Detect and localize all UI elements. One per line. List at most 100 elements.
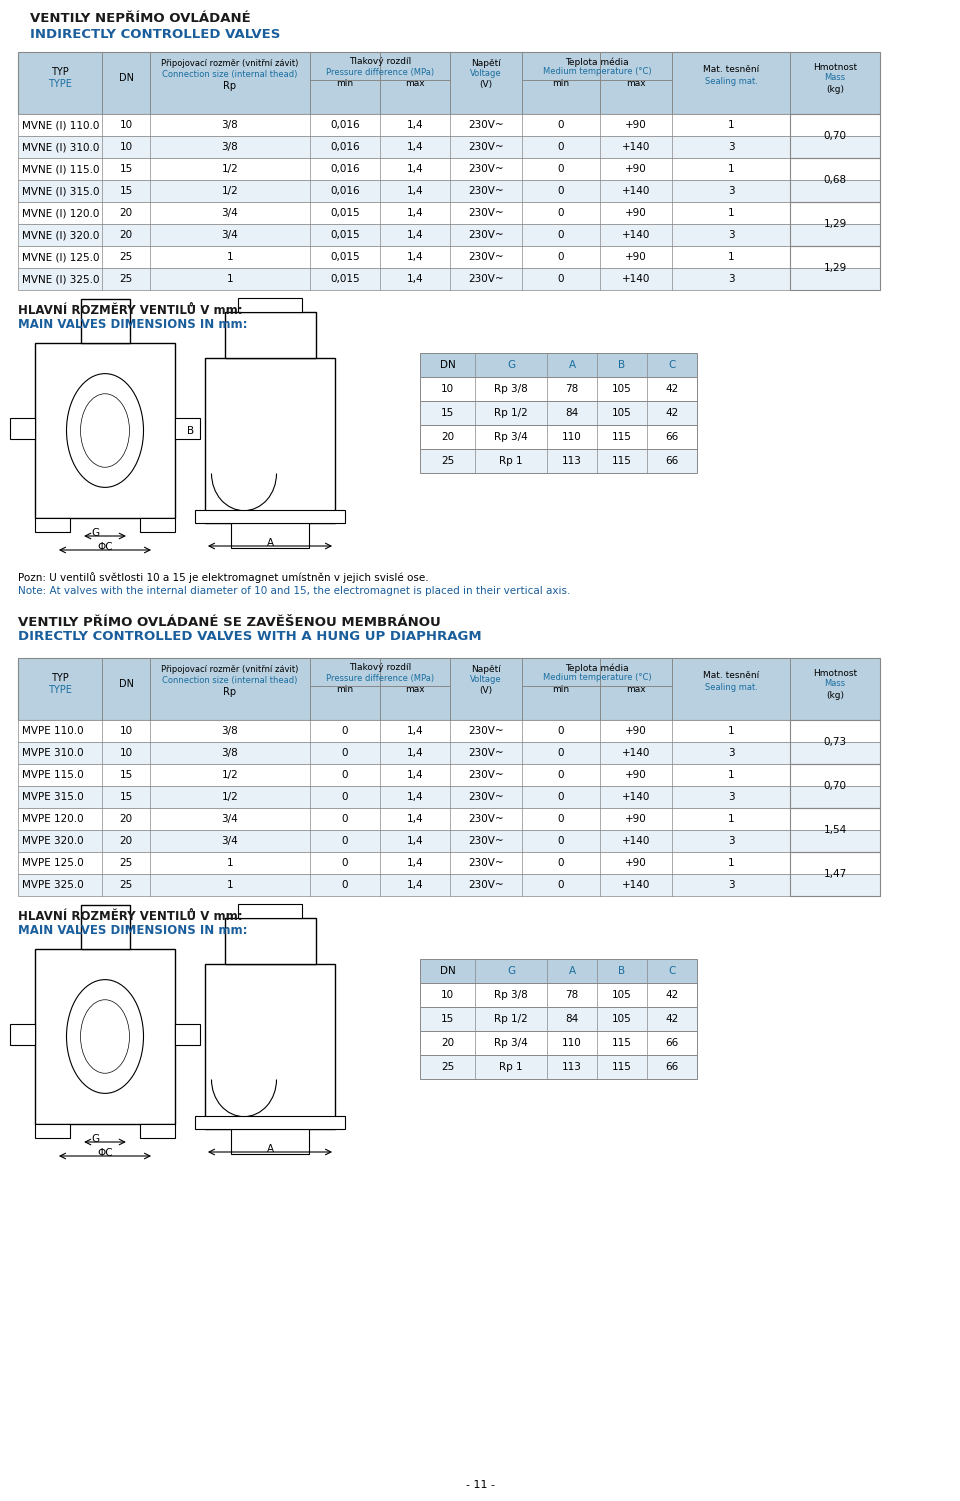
Text: 0,70: 0,70 xyxy=(824,131,847,141)
Text: min: min xyxy=(336,80,353,89)
Text: 0,68: 0,68 xyxy=(824,176,847,185)
Text: Mat. tesnění: Mat. tesnění xyxy=(703,66,759,75)
Text: Rp 1/2: Rp 1/2 xyxy=(494,1015,528,1024)
Text: +90: +90 xyxy=(625,726,647,735)
Bar xyxy=(420,959,697,983)
Text: TYPE: TYPE xyxy=(48,684,72,695)
Bar xyxy=(238,904,301,917)
Text: 15: 15 xyxy=(119,164,132,174)
Text: 0: 0 xyxy=(558,836,564,847)
Bar xyxy=(225,917,316,964)
Text: 105: 105 xyxy=(612,384,632,393)
Text: 0: 0 xyxy=(558,814,564,824)
Text: 84: 84 xyxy=(565,408,579,417)
Text: Medium temperature (°C): Medium temperature (°C) xyxy=(542,68,651,77)
Text: 3/4: 3/4 xyxy=(222,209,238,218)
Text: Rp 3/4: Rp 3/4 xyxy=(494,432,528,441)
Ellipse shape xyxy=(81,1000,130,1073)
Text: 3/4: 3/4 xyxy=(222,230,238,240)
Bar xyxy=(35,949,175,1124)
Bar xyxy=(18,830,880,853)
Text: 0: 0 xyxy=(558,120,564,131)
Bar xyxy=(18,53,880,114)
Text: B: B xyxy=(187,425,195,435)
Text: 105: 105 xyxy=(612,408,632,417)
Bar xyxy=(18,808,880,830)
Text: HLAVNÍ ROZMĚRY VENTILŮ V mm:: HLAVNÍ ROZMĚRY VENTILŮ V mm: xyxy=(18,303,243,317)
Text: 15: 15 xyxy=(119,186,132,197)
Text: DN: DN xyxy=(440,360,455,371)
Text: 110: 110 xyxy=(563,432,582,441)
Bar xyxy=(140,1124,175,1138)
Bar xyxy=(420,449,697,473)
Bar xyxy=(18,720,880,741)
Text: 0,70: 0,70 xyxy=(824,781,847,791)
Text: 25: 25 xyxy=(441,1063,454,1072)
Text: 25: 25 xyxy=(119,275,132,284)
Text: 78: 78 xyxy=(565,991,579,1000)
Text: 115: 115 xyxy=(612,456,632,465)
Text: (V): (V) xyxy=(479,81,492,90)
Text: 3/4: 3/4 xyxy=(222,836,238,847)
Text: Mass: Mass xyxy=(825,74,846,83)
Text: 10: 10 xyxy=(441,991,454,1000)
Text: 3: 3 xyxy=(728,836,734,847)
Bar xyxy=(35,344,175,518)
Text: Mass: Mass xyxy=(825,680,846,689)
Bar xyxy=(18,224,880,246)
Bar xyxy=(420,983,697,1007)
Text: MVPE 315.0: MVPE 315.0 xyxy=(22,793,84,802)
Text: 0: 0 xyxy=(558,252,564,263)
Text: 0: 0 xyxy=(342,726,348,735)
Text: +90: +90 xyxy=(625,770,647,781)
Bar xyxy=(140,518,175,531)
Text: 0: 0 xyxy=(558,747,564,758)
Text: Voltage: Voltage xyxy=(470,675,502,684)
Text: Rp: Rp xyxy=(224,81,236,92)
Text: Tlakový rozdíl: Tlakový rozdíl xyxy=(348,57,411,66)
Bar xyxy=(238,297,301,312)
Bar xyxy=(10,1024,35,1045)
Text: - 11 -: - 11 - xyxy=(466,1480,494,1490)
Text: Připojovací rozměr (vnitřní závit): Připojovací rozměr (vnitřní závit) xyxy=(161,60,299,69)
Ellipse shape xyxy=(66,980,143,1093)
Text: DIRECTLY CONTROLLED VALVES WITH A HUNG UP DIAPHRAGM: DIRECTLY CONTROLLED VALVES WITH A HUNG U… xyxy=(18,630,482,644)
Text: Connection size (internal thead): Connection size (internal thead) xyxy=(162,69,298,78)
Text: 0: 0 xyxy=(558,209,564,218)
Text: 3: 3 xyxy=(728,143,734,152)
Text: 1: 1 xyxy=(227,880,233,890)
Bar xyxy=(420,1007,697,1031)
Text: Připojovací rozměr (vnitřní závit): Připojovací rozměr (vnitřní závit) xyxy=(161,665,299,674)
Text: Teplota média: Teplota média xyxy=(565,57,629,66)
Text: Voltage: Voltage xyxy=(470,69,502,78)
Text: Pressure difference (MPa): Pressure difference (MPa) xyxy=(326,674,434,683)
Text: Napětí: Napětí xyxy=(471,60,501,69)
Text: 1: 1 xyxy=(728,164,734,174)
Text: 1: 1 xyxy=(728,209,734,218)
Bar xyxy=(18,853,880,874)
Text: 10: 10 xyxy=(119,120,132,131)
Text: 1,4: 1,4 xyxy=(407,836,423,847)
Text: 0,016: 0,016 xyxy=(330,164,360,174)
Text: +140: +140 xyxy=(622,880,650,890)
Text: 1: 1 xyxy=(728,120,734,131)
Bar xyxy=(225,312,316,359)
Text: 1,4: 1,4 xyxy=(407,859,423,868)
Bar xyxy=(10,419,35,440)
Text: Tlakový rozdíl: Tlakový rozdíl xyxy=(348,663,411,672)
Bar xyxy=(18,764,880,787)
Text: Medium temperature (°C): Medium temperature (°C) xyxy=(542,674,651,683)
Text: 230V~: 230V~ xyxy=(468,275,504,284)
Text: 230V~: 230V~ xyxy=(468,836,504,847)
Text: 105: 105 xyxy=(612,991,632,1000)
Text: 1,4: 1,4 xyxy=(407,793,423,802)
Text: 0: 0 xyxy=(558,143,564,152)
Text: 78: 78 xyxy=(565,384,579,393)
Text: 1,4: 1,4 xyxy=(407,275,423,284)
Text: max: max xyxy=(405,80,425,89)
Text: 230V~: 230V~ xyxy=(468,143,504,152)
Bar xyxy=(81,905,130,949)
Text: 1/2: 1/2 xyxy=(222,770,238,781)
Bar xyxy=(18,158,880,180)
Text: 113: 113 xyxy=(562,456,582,465)
